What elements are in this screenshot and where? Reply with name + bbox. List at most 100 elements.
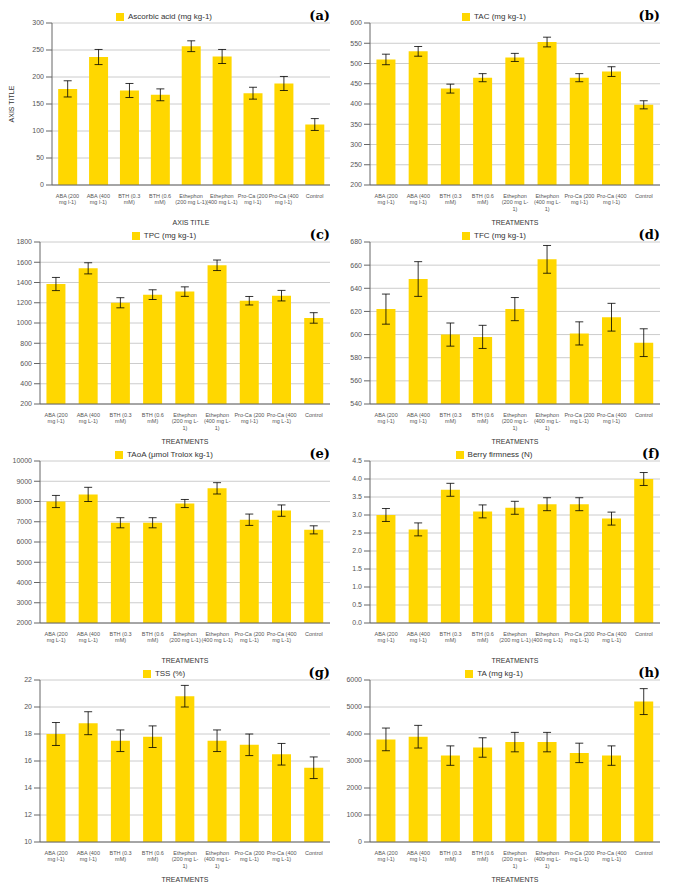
svg-text:Ethephon(200 mg L-1): Ethephon(200 mg L-1) [172, 850, 199, 869]
svg-text:12: 12 [24, 811, 32, 818]
svg-text:4000: 4000 [16, 579, 32, 586]
svg-text:BTH (0.3mM): BTH (0.3mM) [440, 193, 462, 205]
svg-text:550: 550 [350, 40, 362, 47]
svg-text:200: 200 [20, 400, 32, 407]
svg-text:ABA (400mg l-1): ABA (400mg l-1) [407, 850, 430, 862]
svg-text:300: 300 [32, 19, 44, 26]
svg-text:Pro-Ca (400mg L-1): Pro-Ca (400mg L-1) [267, 412, 297, 424]
svg-text:TREATMENTS: TREATMENTS [492, 657, 539, 664]
svg-text:4.5: 4.5 [352, 457, 362, 464]
svg-text:3000: 3000 [16, 599, 32, 606]
svg-text:Pro-Ca (400mg l-1): Pro-Ca (400mg l-1) [597, 193, 627, 205]
svg-text:6000: 6000 [16, 538, 32, 545]
svg-text:200: 200 [32, 73, 44, 80]
svg-text:Control: Control [635, 850, 653, 856]
svg-text:Ethephon(200 mg L-1): Ethephon(200 mg L-1) [502, 193, 529, 212]
svg-text:Ethephon(400 mg L-1): Ethephon(400 mg L-1) [534, 193, 561, 212]
svg-text:22: 22 [24, 676, 32, 683]
svg-text:5000: 5000 [346, 703, 362, 710]
svg-text:ABA (200mg l-1): ABA (200mg l-1) [374, 412, 397, 424]
svg-text:1800: 1800 [16, 238, 32, 245]
svg-text:Ethephon(200 mg L-1): Ethephon(200 mg L-1) [175, 193, 207, 205]
svg-text:10000: 10000 [13, 457, 33, 464]
svg-text:Pro-Ca (200mg L-1): Pro-Ca (200mg L-1) [234, 850, 264, 862]
svg-text:ABA (200mg l-1): ABA (200mg l-1) [44, 850, 67, 862]
svg-text:600: 600 [350, 331, 362, 338]
svg-text:AXIS TITLE: AXIS TITLE [173, 219, 210, 226]
svg-text:400: 400 [350, 100, 362, 107]
svg-text:Pro-Ca (400mg l-1): Pro-Ca (400mg l-1) [597, 412, 627, 424]
svg-text:3000: 3000 [346, 757, 362, 764]
svg-text:Control: Control [635, 193, 653, 199]
svg-text:Pro-Ca (200mg l-1): Pro-Ca (200mg l-1) [234, 412, 264, 424]
svg-text:16: 16 [24, 757, 32, 764]
svg-text:2000: 2000 [16, 619, 32, 626]
svg-text:450: 450 [350, 80, 362, 87]
svg-text:500: 500 [350, 60, 362, 67]
svg-text:1000: 1000 [346, 811, 362, 818]
svg-text:ABA (200mg l-1): ABA (200mg l-1) [374, 850, 397, 862]
svg-text:BTH (0.3mM): BTH (0.3mM) [110, 850, 132, 862]
svg-text:800: 800 [20, 340, 32, 347]
svg-text:200: 200 [350, 181, 362, 188]
svg-text:BTH (0.6mM): BTH (0.6mM) [142, 631, 164, 643]
svg-text:20: 20 [24, 703, 32, 710]
svg-text:ABA (400mg L-1): ABA (400mg L-1) [77, 631, 100, 643]
svg-text:100: 100 [32, 127, 44, 134]
svg-text:Pro-Ca (400mg L-1): Pro-Ca (400mg L-1) [597, 631, 627, 643]
svg-text:5000: 5000 [16, 559, 32, 566]
svg-text:Pro-Ca (200mg L-1): Pro-Ca (200mg L-1) [234, 631, 264, 643]
svg-text:Control: Control [305, 631, 323, 637]
svg-text:ABA (400mg l-1): ABA (400mg l-1) [407, 631, 430, 643]
svg-text:540: 540 [350, 400, 362, 407]
svg-text:BTH (0.3mM): BTH (0.3mM) [440, 631, 462, 643]
svg-text:ABA (200mg l-1): ABA (200mg l-1) [44, 412, 67, 424]
svg-text:Pro-Ca (400mg L-1): Pro-Ca (400mg L-1) [597, 850, 627, 862]
svg-text:Control: Control [306, 193, 324, 199]
svg-text:0.0: 0.0 [352, 619, 362, 626]
svg-text:BTH (0.3mM): BTH (0.3mM) [110, 412, 132, 424]
svg-text:BTH (0.3mM): BTH (0.3mM) [118, 193, 140, 205]
svg-text:680: 680 [350, 238, 362, 245]
svg-text:0.5: 0.5 [352, 601, 362, 608]
svg-text:BTH (0.6mM): BTH (0.6mM) [472, 631, 494, 643]
svg-text:2.0: 2.0 [352, 547, 362, 554]
svg-text:BTH (0.6mM): BTH (0.6mM) [472, 412, 494, 424]
svg-text:1200: 1200 [16, 299, 32, 306]
svg-text:Control: Control [305, 850, 323, 856]
svg-text:150: 150 [32, 100, 44, 107]
svg-text:Ethephon(400 mg L-1): Ethephon(400 mg L-1) [534, 850, 561, 869]
svg-text:400: 400 [20, 380, 32, 387]
svg-text:2.5: 2.5 [352, 529, 362, 536]
svg-text:6000: 6000 [346, 676, 362, 683]
svg-text:Pro-Ca (200mg L-1): Pro-Ca (200mg L-1) [564, 850, 594, 862]
svg-text:Pro-Ca (200mg l-1): Pro-Ca (200mg l-1) [564, 193, 594, 205]
svg-text:Ethephon(400 mg L-1): Ethephon(400 mg L-1) [204, 850, 231, 869]
svg-text:50: 50 [36, 154, 44, 161]
svg-text:BTH (0.6mM): BTH (0.6mM) [142, 412, 164, 424]
svg-text:TREATMENTS: TREATMENTS [162, 876, 209, 883]
svg-text:BTH (0.6mM): BTH (0.6mM) [149, 193, 171, 205]
svg-text:ABA (400mg L-1): ABA (400mg L-1) [77, 412, 100, 424]
svg-text:4.0: 4.0 [352, 475, 362, 482]
svg-text:Ethephon(400 mg L-1): Ethephon(400 mg L-1) [534, 412, 561, 431]
svg-text:BTH (0.6mM): BTH (0.6mM) [472, 193, 494, 205]
svg-text:10: 10 [24, 838, 32, 845]
svg-text:Pro-Ca (200mg L-1): Pro-Ca (200mg L-1) [564, 412, 594, 424]
svg-text:ABA (400mg l-1): ABA (400mg l-1) [407, 193, 430, 205]
svg-text:350: 350 [350, 121, 362, 128]
svg-text:3.0: 3.0 [352, 511, 362, 518]
svg-text:18: 18 [24, 730, 32, 737]
svg-text:1.5: 1.5 [352, 565, 362, 572]
svg-text:3.5: 3.5 [352, 493, 362, 500]
svg-text:1400: 1400 [16, 279, 32, 286]
svg-text:9000: 9000 [16, 478, 32, 485]
svg-text:14: 14 [24, 784, 32, 791]
svg-text:Pro-Ca (400mg l-1): Pro-Ca (400mg l-1) [269, 193, 299, 205]
svg-text:ABA (400mg l-1): ABA (400mg l-1) [407, 412, 430, 424]
svg-text:250: 250 [32, 46, 44, 53]
svg-text:Ethephon(400 mg L-1): Ethephon(400 mg L-1) [206, 193, 238, 205]
svg-text:7000: 7000 [16, 518, 32, 525]
svg-text:250: 250 [350, 161, 362, 168]
svg-text:Pro-Ca (400mg L-1): Pro-Ca (400mg L-1) [267, 850, 297, 862]
